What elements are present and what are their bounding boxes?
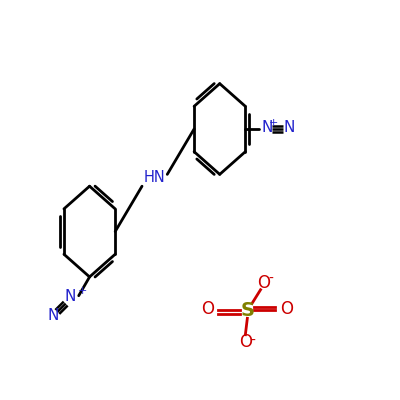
Text: +: +	[78, 286, 87, 296]
Text: N: N	[48, 308, 59, 324]
Text: -: -	[269, 272, 274, 286]
Text: O: O	[280, 300, 294, 318]
Text: N: N	[284, 120, 295, 135]
Text: -: -	[251, 334, 256, 348]
Text: N: N	[261, 120, 272, 135]
Text: O: O	[239, 333, 252, 351]
Text: +: +	[269, 118, 278, 128]
Text: S: S	[240, 301, 254, 320]
Text: O: O	[201, 300, 214, 318]
Text: O: O	[257, 274, 270, 292]
Text: N: N	[64, 289, 76, 304]
Text: HN: HN	[144, 170, 166, 185]
